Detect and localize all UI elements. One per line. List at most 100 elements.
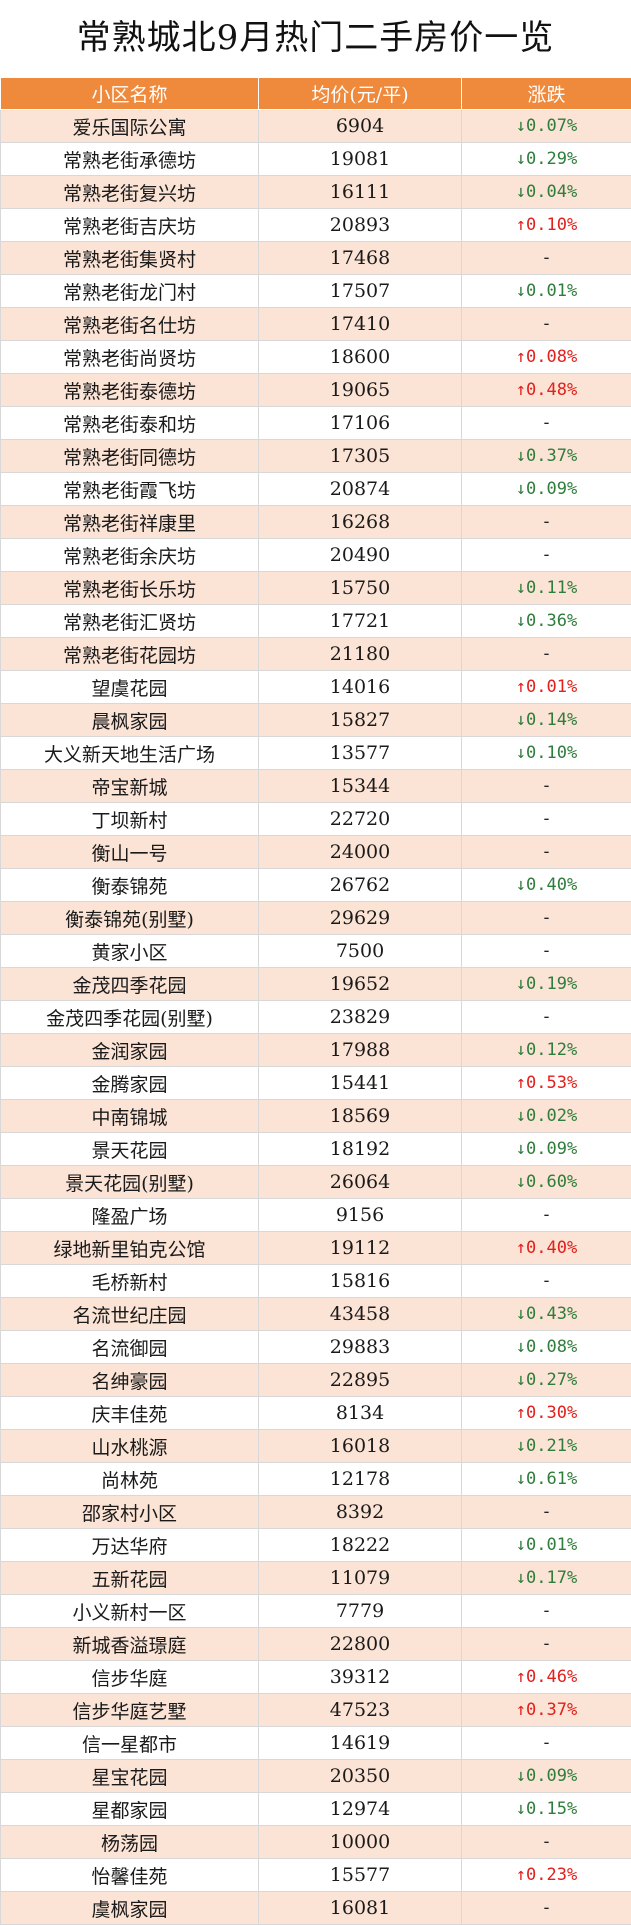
cell-average-price: 20874 — [259, 473, 462, 506]
cell-price-change: - — [462, 770, 631, 803]
cell-average-price: 15344 — [259, 770, 462, 803]
cell-average-price: 7779 — [259, 1595, 462, 1628]
cell-price-change: - — [462, 1727, 631, 1760]
cell-price-change: ↑0.30% — [462, 1397, 631, 1430]
cell-community-name: 万达华府 — [1, 1529, 259, 1562]
cell-price-change: - — [462, 1628, 631, 1661]
cell-community-name: 景天花园(别墅) — [1, 1166, 259, 1199]
cell-community-name: 金润家园 — [1, 1034, 259, 1067]
cell-community-name: 常熟老街复兴坊 — [1, 176, 259, 209]
cell-community-name: 常熟老街霞飞坊 — [1, 473, 259, 506]
cell-price-change: ↑0.23% — [462, 1859, 631, 1892]
table-row: 衡泰锦苑(别墅)29629- — [1, 902, 631, 935]
cell-average-price: 12178 — [259, 1463, 462, 1496]
cell-community-name: 常熟老街吉庆坊 — [1, 209, 259, 242]
cell-community-name: 信步华庭艺墅 — [1, 1694, 259, 1727]
cell-average-price: 17988 — [259, 1034, 462, 1067]
cell-average-price: 17305 — [259, 440, 462, 473]
cell-community-name: 黄家小区 — [1, 935, 259, 968]
cell-community-name: 望虞花园 — [1, 671, 259, 704]
cell-average-price: 15827 — [259, 704, 462, 737]
cell-price-change: ↓0.36% — [462, 605, 631, 638]
cell-price-change: ↓0.61% — [462, 1463, 631, 1496]
column-header-change: 涨跌 — [462, 78, 631, 110]
cell-average-price: 10000 — [259, 1826, 462, 1859]
cell-average-price: 6904 — [259, 110, 462, 143]
cell-price-change: ↑0.08% — [462, 341, 631, 374]
cell-average-price: 22720 — [259, 803, 462, 836]
cell-community-name: 常熟老街泰和坊 — [1, 407, 259, 440]
cell-average-price: 13577 — [259, 737, 462, 770]
column-header-name: 小区名称 — [1, 78, 259, 110]
cell-price-change: ↓0.04% — [462, 176, 631, 209]
cell-average-price: 18222 — [259, 1529, 462, 1562]
cell-price-change: - — [462, 1892, 631, 1925]
cell-community-name: 山水桃源 — [1, 1430, 259, 1463]
cell-price-change: - — [462, 1496, 631, 1529]
cell-average-price: 18600 — [259, 341, 462, 374]
cell-community-name: 常熟老街尚贤坊 — [1, 341, 259, 374]
cell-average-price: 15816 — [259, 1265, 462, 1298]
cell-average-price: 17410 — [259, 308, 462, 341]
cell-community-name: 庆丰佳苑 — [1, 1397, 259, 1430]
page-title: 常熟城北9月热门二手房价一览 — [0, 0, 631, 77]
cell-community-name: 常熟老街集贤村 — [1, 242, 259, 275]
cell-community-name: 常熟老街长乐坊 — [1, 572, 259, 605]
cell-average-price: 19065 — [259, 374, 462, 407]
cell-community-name: 衡山一号 — [1, 836, 259, 869]
cell-average-price: 8134 — [259, 1397, 462, 1430]
cell-average-price: 15577 — [259, 1859, 462, 1892]
cell-average-price: 18192 — [259, 1133, 462, 1166]
cell-average-price: 14619 — [259, 1727, 462, 1760]
cell-price-change: ↑0.46% — [462, 1661, 631, 1694]
cell-price-change: ↑0.37% — [462, 1694, 631, 1727]
cell-price-change: ↓0.40% — [462, 869, 631, 902]
cell-price-change: ↓0.11% — [462, 572, 631, 605]
cell-price-change: ↓0.08% — [462, 1331, 631, 1364]
cell-average-price: 15750 — [259, 572, 462, 605]
cell-price-change: ↓0.10% — [462, 737, 631, 770]
cell-community-name: 虞枫家园 — [1, 1892, 259, 1925]
cell-price-change: ↓0.09% — [462, 473, 631, 506]
cell-price-change: ↑0.10% — [462, 209, 631, 242]
cell-average-price: 29629 — [259, 902, 462, 935]
table-header-row: 小区名称 均价(元/平) 涨跌 — [1, 78, 631, 110]
cell-community-name: 衡泰锦苑(别墅) — [1, 902, 259, 935]
cell-average-price: 17721 — [259, 605, 462, 638]
cell-community-name: 金茂四季花园 — [1, 968, 259, 1001]
cell-average-price: 19652 — [259, 968, 462, 1001]
cell-average-price: 24000 — [259, 836, 462, 869]
cell-average-price: 8392 — [259, 1496, 462, 1529]
cell-community-name: 常熟老街承德坊 — [1, 143, 259, 176]
cell-price-change: ↓0.12% — [462, 1034, 631, 1067]
cell-average-price: 16018 — [259, 1430, 462, 1463]
cell-price-change: - — [462, 308, 631, 341]
table-row: 景天花园(别墅)26064↓0.60% — [1, 1166, 631, 1199]
cell-price-change: ↓0.01% — [462, 275, 631, 308]
cell-average-price: 20490 — [259, 539, 462, 572]
cell-price-change: ↓0.43% — [462, 1298, 631, 1331]
cell-community-name: 怡馨佳苑 — [1, 1859, 259, 1892]
cell-community-name: 新城香溢璟庭 — [1, 1628, 259, 1661]
